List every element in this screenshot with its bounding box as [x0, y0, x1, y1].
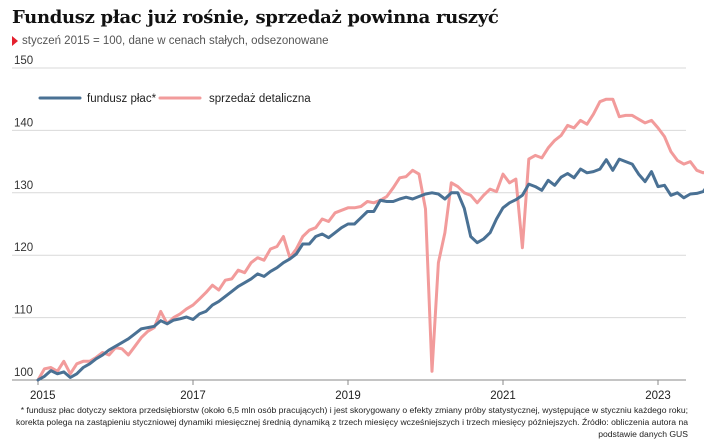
x-tick-label: 2021 — [490, 390, 516, 402]
series-line-retail — [36, 97, 704, 382]
red-triangle-icon — [12, 36, 18, 46]
y-tick-label: 120 — [14, 242, 33, 254]
chart-title: Fundusz płac już rośnie, sprzedaż powinn… — [12, 7, 499, 28]
gridlines — [12, 67, 686, 381]
x-tick-label: 2015 — [30, 390, 56, 402]
legend: fundusz płac* sprzedaż detaliczna — [38, 93, 311, 105]
series-line-wage — [36, 157, 704, 382]
y-axis-ticks: 100 110 120 130 140 150 — [14, 55, 33, 379]
y-tick-label: 110 — [14, 305, 32, 317]
footnote-line-1: * fundusz płac dotyczy sektora przedsięb… — [20, 405, 688, 415]
chart-subtitle: styczeń 2015 = 100, dane w cenach stałyc… — [12, 35, 329, 47]
legend-label: fundusz płac* — [87, 93, 157, 105]
footnote: * fundusz płac dotyczy sektora przedsięb… — [8, 404, 688, 440]
x-tick-label: 2019 — [335, 390, 361, 402]
y-tick-label: 100 — [14, 367, 33, 379]
y-tick-label: 130 — [14, 180, 33, 192]
y-tick-label: 140 — [14, 117, 33, 129]
x-tick-label: 2023 — [645, 390, 671, 402]
x-tick-label: 2017 — [180, 390, 206, 402]
subtitle-text: styczeń 2015 = 100, dane w cenach stałyc… — [22, 35, 329, 47]
legend-label: sprzedaż detaliczna — [209, 93, 311, 105]
y-tick-label: 150 — [14, 55, 33, 67]
series-lines — [36, 97, 704, 382]
x-axis-ticks: 2015 2017 2019 2021 2023 — [30, 380, 671, 402]
footnote-line-2: korekta polega na zastąpieniu styczniowe… — [15, 417, 688, 439]
